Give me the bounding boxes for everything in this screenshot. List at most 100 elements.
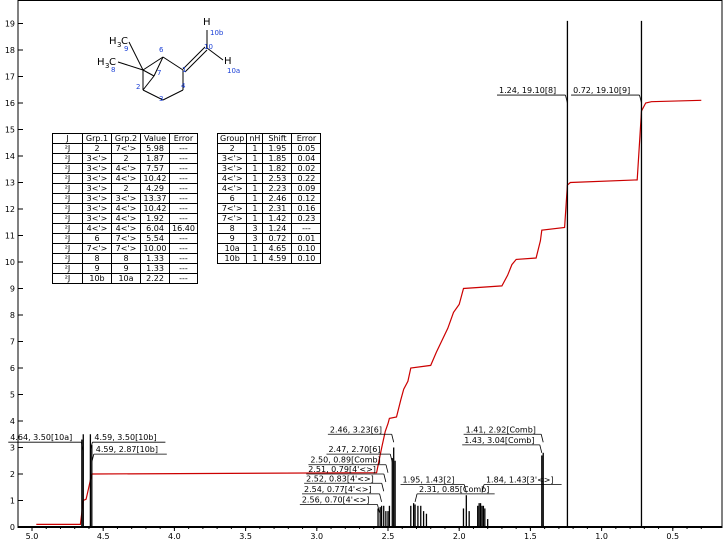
- table-cell: ---: [169, 273, 198, 284]
- table-row: ²J 3<'> 4<'> 10.42 ---: [52, 173, 198, 184]
- label-text: 1.95, 1.43[2]: [403, 476, 455, 485]
- peaks: [18, 20, 722, 527]
- table-cell: 0.22: [291, 173, 322, 184]
- table-cell: ²J: [52, 173, 83, 184]
- peak-label: 4.59, 3.50[10b]: [89, 433, 166, 451]
- bond: [142, 69, 155, 77]
- bond: [162, 56, 184, 71]
- table-cell: 3<'>: [82, 173, 112, 184]
- table-cell: 1: [246, 203, 264, 214]
- column-header: J: [52, 133, 83, 144]
- bond: [117, 61, 144, 71]
- table-cell: 0.09: [291, 183, 322, 194]
- label-leader: [391, 434, 395, 443]
- table-cell: 0.12: [291, 193, 322, 204]
- label-leader: [89, 442, 93, 451]
- bond: [142, 75, 155, 91]
- atom-label: 3: [105, 62, 109, 70]
- table-cell: ²J: [52, 193, 83, 204]
- table-row: 7<'> 1 2.31 0.16: [216, 203, 322, 214]
- table-cell: 1.24: [262, 223, 293, 234]
- peak-label: 4.64, 3.50[10a]: [8, 433, 84, 451]
- peak-label: 0.72, 19.10[9]: [571, 86, 642, 104]
- peak-label: 2.47, 2.70[6]: [326, 445, 393, 463]
- label-text: 1.84, 1.43[3'<>]: [486, 476, 554, 485]
- label-text: 1.43, 3.04[Comb]: [464, 436, 534, 445]
- table-cell: 0.23: [291, 213, 322, 224]
- x-tick-label: 4.0: [168, 532, 181, 541]
- table-cell: 2.53: [262, 173, 293, 184]
- column-header: Error: [169, 133, 198, 144]
- table-cell: ---: [169, 233, 198, 244]
- table-cell: 2: [82, 143, 112, 154]
- table-row: ²J 3<'> 3<'> 13.37 ---: [52, 193, 198, 204]
- label-text: 4.64, 3.50[10a]: [10, 433, 72, 442]
- table-cell: 16.40: [169, 223, 198, 234]
- table-row: ²J 6 7<'> 5.54 ---: [52, 233, 198, 244]
- label-text: 1.41, 2.92[Comb]: [466, 425, 536, 434]
- x-tick-label: 3.5: [239, 532, 252, 541]
- atom-label: H: [109, 36, 117, 47]
- atom-label: 3: [117, 41, 121, 49]
- peak-label: 4.59, 2.87[10b]: [91, 445, 167, 463]
- table-cell: 10.42: [140, 203, 170, 214]
- table-cell: 7<'>: [111, 143, 141, 154]
- bond: [142, 89, 164, 101]
- table-cell: 1: [246, 173, 264, 184]
- atom-label: H: [97, 57, 105, 68]
- table-cell: 1.82: [262, 163, 293, 174]
- table-row: ²J 4<'> 4<'> 6.04 16.40: [52, 223, 198, 234]
- table-cell: ---: [169, 173, 198, 184]
- label-leader: [463, 484, 467, 493]
- table-row: ²J 10b 10a 2.22 ---: [52, 273, 198, 284]
- y-tick-label: 3: [10, 444, 15, 453]
- peak-label: 2.56, 0.70[4'<>]: [299, 495, 380, 513]
- table-cell: 4.29: [140, 183, 170, 194]
- label-text: 4.59, 3.50[10b]: [94, 433, 156, 442]
- table-cell: 3<'>: [82, 163, 112, 174]
- x-tick-label: 4.5: [97, 532, 110, 541]
- molecule-structure: H 3 C 9 H 3 C 8 H 10b H 10a 6 10 7 2 4 3…: [97, 17, 240, 103]
- peak-label: 2.51, 0.79[4'<>]: [306, 465, 387, 483]
- bond: [128, 41, 144, 71]
- table-cell: 8: [216, 223, 248, 234]
- y-tick-label: 9: [10, 285, 15, 294]
- table-cell: 0.10: [291, 243, 322, 254]
- table-cell: 2: [216, 143, 248, 154]
- table-cell: ---: [169, 203, 198, 214]
- atom-number: 7: [157, 69, 161, 77]
- label-text: 2.50, 0.89[Comb]: [310, 456, 380, 465]
- peak-label: 2.54, 0.77[4'<>]: [301, 485, 382, 502]
- y-tick-label: 1: [10, 497, 15, 506]
- y-tick-label: 11: [5, 232, 15, 241]
- table-cell: 1: [246, 253, 264, 264]
- table-cell: ²J: [52, 273, 83, 284]
- label-text: 2.56, 0.70[4'<>]: [302, 495, 370, 504]
- label-text: 2.54, 0.77[4'<>]: [304, 485, 372, 494]
- peak-label: 1.43, 3.04[Comb]: [462, 436, 543, 453]
- table-cell: ---: [169, 213, 198, 224]
- table-cell: ²J: [52, 163, 83, 174]
- y-tick-label: 2: [10, 470, 15, 479]
- table-cell: 5.98: [140, 143, 170, 154]
- chemical-shift-table: Group nH Shift Error 2 1 1.95 0.05 3<'> 1 1.85 0.0…: [216, 133, 322, 264]
- x-tick-label: 2.0: [453, 532, 466, 541]
- table-cell: 10b: [216, 253, 248, 264]
- table-cell: 6: [216, 193, 248, 204]
- table-cell: ---: [169, 163, 198, 174]
- y-tick-label: 13: [5, 179, 15, 188]
- peak-label: 2.31, 0.85[Comb]: [414, 485, 495, 502]
- table-cell: 2: [111, 183, 141, 194]
- table-cell: ²J: [52, 203, 83, 214]
- column-header: Shift: [262, 133, 293, 144]
- table-cell: 3: [246, 223, 264, 234]
- table-cell: ---: [291, 223, 322, 234]
- table-cell: 2: [111, 153, 141, 164]
- atom-number: 10b: [210, 29, 224, 37]
- table-cell: ---: [169, 183, 198, 194]
- label-text: 2.52, 0.83[4'<>]: [306, 474, 374, 483]
- peak-annotations: 4.64, 3.50[10a] 4.59, 3.50[10b] 4.59, 2.87…: [8, 86, 642, 513]
- table-cell: 1: [246, 153, 264, 164]
- y-tick-label: 5: [10, 391, 15, 400]
- table-cell: ²J: [52, 143, 83, 154]
